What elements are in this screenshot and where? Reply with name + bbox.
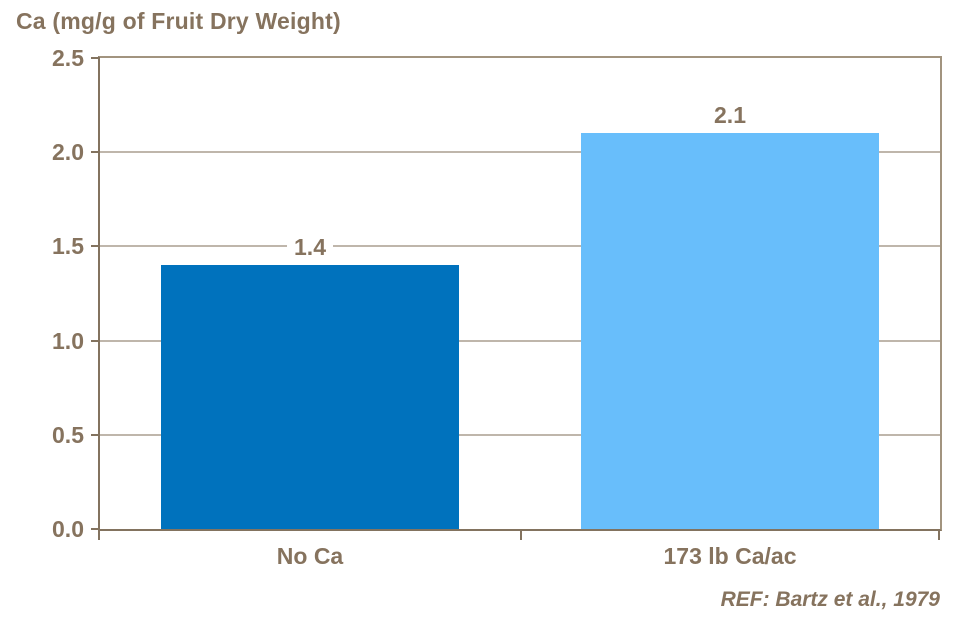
gridline-1.0 [100, 339, 940, 342]
reference-citation: REF: Bartz et al., 1979 [720, 588, 940, 611]
bar-173-lb-ca-ac [581, 133, 879, 529]
value-label-text: 2.1 [707, 102, 753, 129]
category-label-no-ca: No Ca [276, 543, 344, 569]
y-tick-label-0.5: 0.5 [52, 421, 84, 448]
value-label-no-ca: 1.4 [287, 234, 333, 261]
y-tick-mark [91, 339, 100, 342]
y-tick-mark [91, 245, 100, 248]
value-label-173-lb-ca-ac: 2.1 [707, 102, 753, 129]
category-label-173-lb-ca-ac: 173 lb Ca/ac [663, 543, 797, 569]
gridline-1.5 [100, 245, 940, 248]
y-tick-mark [91, 528, 100, 530]
x-tick-mark [938, 529, 940, 540]
y-tick-mark [91, 57, 100, 59]
y-tick-label-0.0: 0.0 [52, 516, 84, 542]
y-tick-label-2.0: 2.0 [52, 139, 84, 166]
gridline-0.5 [100, 433, 940, 436]
y-tick-mark [91, 151, 100, 154]
y-tick-mark [91, 433, 100, 436]
x-tick-mark [98, 529, 100, 540]
y-tick-label-1.0: 1.0 [52, 327, 84, 354]
bar-no-ca [161, 265, 459, 529]
y-tick-label-2.5: 2.5 [52, 45, 84, 71]
chart-title: Ca (mg/g of Fruit Dry Weight) [16, 8, 341, 34]
x-tick-mark [520, 529, 522, 540]
y-tick-label-1.5: 1.5 [52, 233, 84, 260]
value-label-text: 1.4 [287, 234, 333, 261]
gridline-2.0 [100, 151, 940, 154]
